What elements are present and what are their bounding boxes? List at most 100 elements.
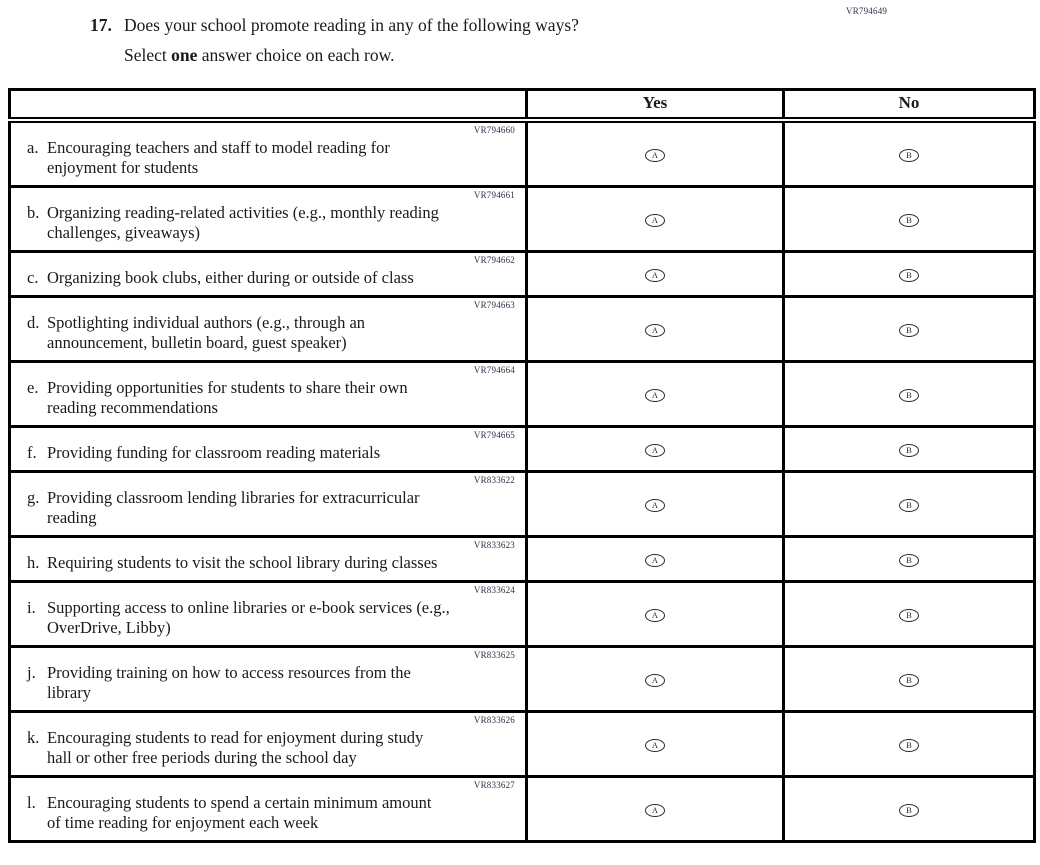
answer-bubble-no[interactable]: B <box>899 553 919 567</box>
table-row: VR833625 j. Providing training on how to … <box>8 645 1036 713</box>
question-cell: VR794662 c. Organizing book clubs, either… <box>8 250 528 298</box>
answer-bubble-yes[interactable]: A <box>645 673 665 687</box>
answer-bubble-no[interactable]: B <box>899 148 919 162</box>
question-cell: VR794661 b. Organizing reading-related ac… <box>8 185 528 253</box>
bubble-letter: B <box>906 325 912 335</box>
table-row: VR833627 l. Encouraging students to spend… <box>8 775 1036 843</box>
header-row: Yes No <box>8 88 1036 123</box>
question-cell: VR833622 g. Providing classroom lending l… <box>8 470 528 538</box>
row-text: Providing opportunities for students to … <box>47 378 408 417</box>
answer-bubble-yes[interactable]: A <box>645 553 665 567</box>
column-header-yes: Yes <box>525 88 785 123</box>
answer-bubble-no[interactable]: B <box>899 803 919 817</box>
row-label-letter: h. <box>27 553 40 572</box>
table-row: VR833624 i. Supporting access to online l… <box>8 580 1036 648</box>
answer-bubble-no[interactable]: B <box>899 323 919 337</box>
row-question: l. Encouraging students to spend a certai… <box>27 793 515 833</box>
answer-bubble-yes[interactable]: A <box>645 803 665 817</box>
bubble-letter: B <box>906 390 912 400</box>
question-cell: VR794660 a. Encouraging teachers and staf… <box>8 118 528 188</box>
bubble-letter: A <box>651 555 659 565</box>
question-block: 17. Does your school promote reading in … <box>90 15 810 66</box>
answer-bubble-no[interactable]: B <box>899 443 919 457</box>
bubble-letter: A <box>651 390 659 400</box>
row-code: VR794662 <box>473 255 515 265</box>
bubble-letter: A <box>651 270 659 280</box>
answer-bubble-no[interactable]: B <box>899 608 919 622</box>
row-question: f. Providing funding for classroom readin… <box>27 443 515 463</box>
row-text: Organizing reading-related activities (e… <box>47 203 439 242</box>
row-text: Providing classroom lending libraries fo… <box>47 488 420 527</box>
bubble-letter: B <box>906 270 912 280</box>
column-header-no: No <box>782 88 1036 123</box>
bubble-letter: B <box>906 675 912 685</box>
answer-bubble-yes[interactable]: A <box>645 498 665 512</box>
no-option-cell: B <box>782 535 1036 583</box>
row-text: Providing training on how to access reso… <box>47 663 411 702</box>
question-cell: VR794665 f. Providing funding for classro… <box>8 425 528 473</box>
bubble-letter: B <box>906 445 912 455</box>
answer-bubble-no[interactable]: B <box>899 268 919 282</box>
bubble-letter: A <box>651 610 659 620</box>
row-question: k. Encouraging students to read for enjoy… <box>27 728 515 768</box>
answer-bubble-no[interactable]: B <box>899 738 919 752</box>
no-option-cell: B <box>782 425 1036 473</box>
table-row: VR794660 a. Encouraging teachers and staf… <box>8 118 1036 188</box>
yes-option-cell: A <box>525 360 785 428</box>
question-text: Does your school promote reading in any … <box>124 15 579 35</box>
yes-option-cell: A <box>525 118 785 188</box>
table-row: VR794662 c. Organizing book clubs, either… <box>8 250 1036 298</box>
yes-option-cell: A <box>525 425 785 473</box>
row-question: b. Organizing reading-related activities … <box>27 203 515 243</box>
bubble-letter: B <box>906 500 912 510</box>
row-text: Organizing book clubs, either during or … <box>47 268 414 287</box>
bubble-letter: B <box>906 150 912 160</box>
answer-bubble-no[interactable]: B <box>899 388 919 402</box>
answer-bubble-yes[interactable]: A <box>645 738 665 752</box>
no-option-cell: B <box>782 250 1036 298</box>
question-cell: VR833624 i. Supporting access to online l… <box>8 580 528 648</box>
answer-bubble-yes[interactable]: A <box>645 213 665 227</box>
row-label-letter: e. <box>27 378 39 397</box>
answer-bubble-no[interactable]: B <box>899 498 919 512</box>
answer-bubble-no[interactable]: B <box>899 213 919 227</box>
row-code: VR794664 <box>473 365 515 375</box>
yes-option-cell: A <box>525 645 785 713</box>
answer-bubble-yes[interactable]: A <box>645 148 665 162</box>
bubble-letter: B <box>906 610 912 620</box>
row-text: Spotlighting individual authors (e.g., t… <box>47 313 366 352</box>
no-option-cell: B <box>782 775 1036 843</box>
row-question: a. Encouraging teachers and staff to mode… <box>27 138 515 178</box>
yes-option-cell: A <box>525 775 785 843</box>
answer-bubble-yes[interactable]: A <box>645 323 665 337</box>
table-row: VR794661 b. Organizing reading-related ac… <box>8 185 1036 253</box>
no-option-cell: B <box>782 470 1036 538</box>
bubble-letter: A <box>651 150 659 160</box>
instruction-prefix: Select <box>124 45 172 65</box>
response-table: Yes No VR794660 a. Encouraging teachers a… <box>8 88 1036 843</box>
no-option-cell: B <box>782 645 1036 713</box>
row-question: j. Providing training on how to access re… <box>27 663 515 703</box>
answer-bubble-no[interactable]: B <box>899 673 919 687</box>
bubble-letter: A <box>651 675 659 685</box>
row-code: VR833625 <box>473 650 515 660</box>
row-code: VR833622 <box>473 475 515 485</box>
bubble-letter: A <box>651 805 659 815</box>
question-number: 17. <box>90 15 112 35</box>
row-code: VR833626 <box>473 715 515 725</box>
table-row: VR794665 f. Providing funding for classro… <box>8 425 1036 473</box>
no-option-cell: B <box>782 118 1036 188</box>
yes-option-cell: A <box>525 250 785 298</box>
answer-bubble-yes[interactable]: A <box>645 268 665 282</box>
no-option-cell: B <box>782 295 1036 363</box>
bubble-letter: B <box>906 215 912 225</box>
answer-bubble-yes[interactable]: A <box>645 608 665 622</box>
instruction-bold-word: one <box>171 45 198 65</box>
yes-option-cell: A <box>525 295 785 363</box>
no-option-cell: B <box>782 360 1036 428</box>
answer-bubble-yes[interactable]: A <box>645 443 665 457</box>
answer-bubble-yes[interactable]: A <box>645 388 665 402</box>
bubble-letter: A <box>651 445 659 455</box>
question-cell: VR833625 j. Providing training on how to … <box>8 645 528 713</box>
